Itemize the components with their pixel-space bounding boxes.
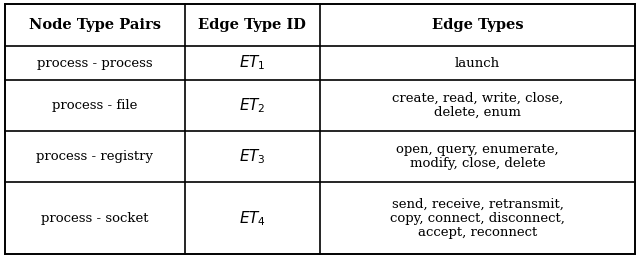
Text: delete, enum: delete, enum	[434, 106, 521, 119]
Text: launch: launch	[455, 57, 500, 70]
Text: send, receive, retransmit,: send, receive, retransmit,	[392, 198, 563, 211]
Text: $\mathit{ET}_{4}$: $\mathit{ET}_{4}$	[239, 209, 266, 228]
Text: process - registry: process - registry	[36, 150, 154, 163]
Text: create, read, write, close,: create, read, write, close,	[392, 92, 563, 105]
Text: $\mathit{ET}_{3}$: $\mathit{ET}_{3}$	[239, 148, 266, 166]
Text: $\mathit{ET}_{1}$: $\mathit{ET}_{1}$	[239, 54, 266, 72]
Text: Edge Types: Edge Types	[431, 18, 524, 32]
Text: accept, reconnect: accept, reconnect	[418, 225, 537, 239]
Text: process - file: process - file	[52, 99, 138, 112]
Text: Node Type Pairs: Node Type Pairs	[29, 18, 161, 32]
Text: process - socket: process - socket	[41, 212, 148, 225]
Text: copy, connect, disconnect,: copy, connect, disconnect,	[390, 212, 565, 225]
Text: open, query, enumerate,: open, query, enumerate,	[396, 143, 559, 156]
Text: modify, close, delete: modify, close, delete	[410, 157, 545, 170]
Text: process - process: process - process	[37, 57, 153, 70]
Text: $\mathit{ET}_{2}$: $\mathit{ET}_{2}$	[239, 96, 266, 115]
Text: Edge Type ID: Edge Type ID	[198, 18, 306, 32]
